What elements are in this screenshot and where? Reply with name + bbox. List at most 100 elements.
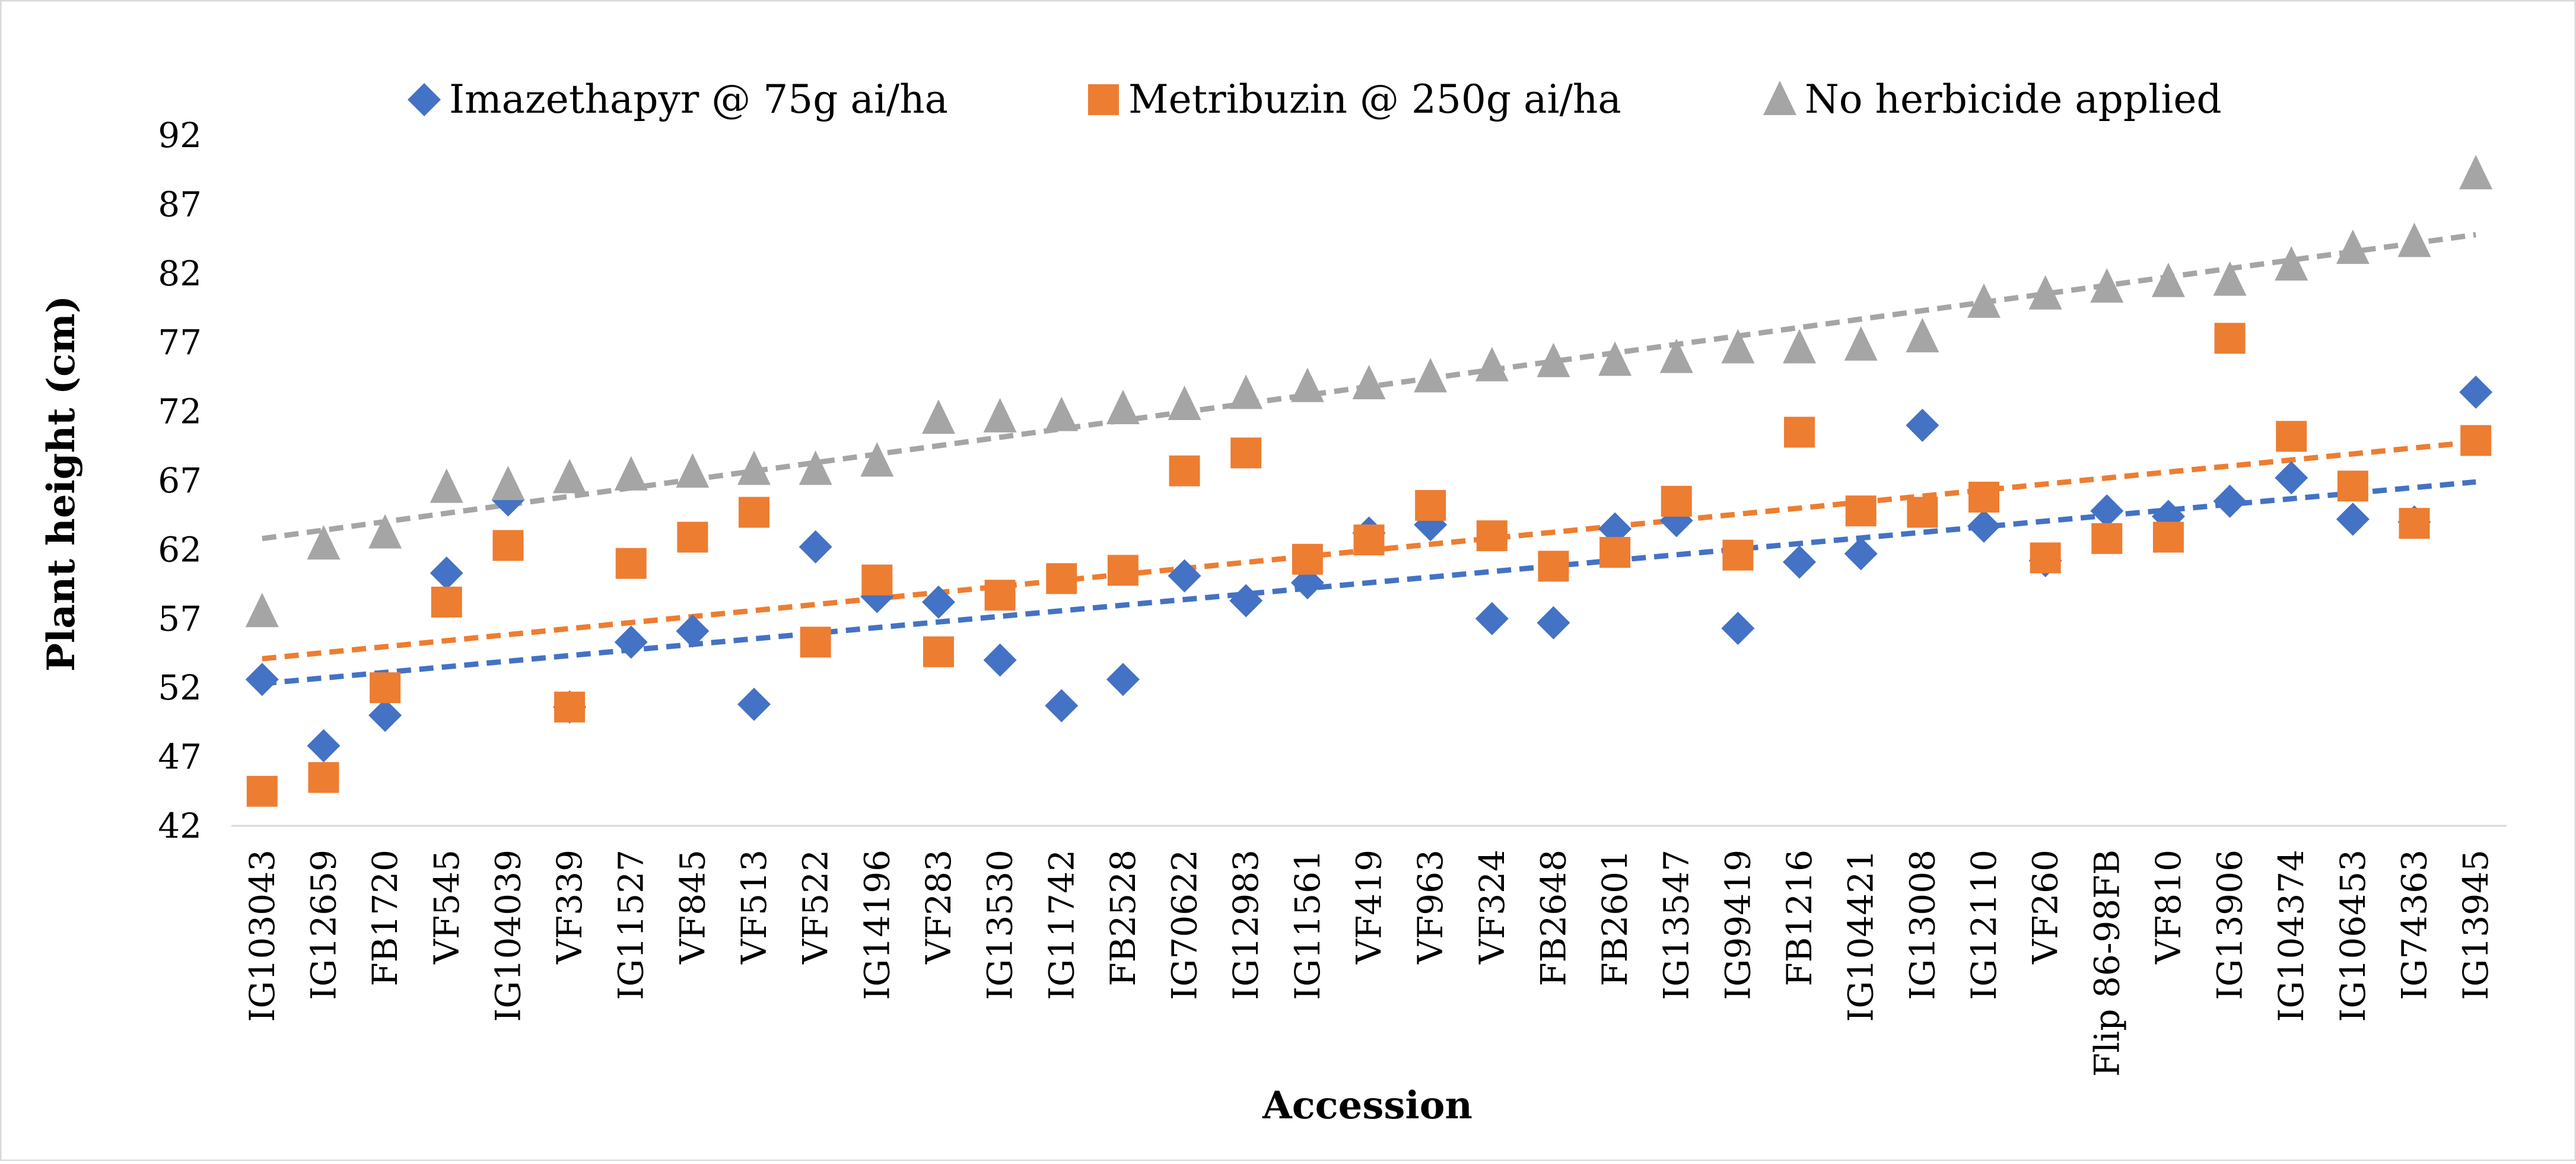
legend-marker-diamond bbox=[408, 83, 441, 116]
data-point-diamond bbox=[1967, 509, 2001, 543]
data-point-triangle bbox=[2151, 262, 2185, 297]
data-point-triangle bbox=[307, 525, 341, 560]
data-point-square bbox=[246, 775, 278, 807]
data-point-diamond bbox=[1906, 408, 1939, 442]
data-point-square bbox=[554, 691, 586, 723]
legend-label: Metribuzin @ 250g ai/ha bbox=[1128, 77, 1621, 122]
data-point-diamond bbox=[1106, 663, 1140, 697]
data-point-triangle bbox=[1352, 365, 1386, 400]
data-point-square bbox=[1845, 495, 1877, 527]
data-point-triangle bbox=[1844, 326, 1878, 361]
data-point-diamond bbox=[1537, 606, 1570, 640]
data-point-square bbox=[739, 497, 770, 528]
data-point-triangle bbox=[1659, 338, 1693, 373]
x-tick-label: FB2648 bbox=[1533, 850, 1573, 986]
data-point-square bbox=[2276, 421, 2307, 452]
data-point-triangle bbox=[1045, 396, 1079, 431]
data-point-diamond bbox=[983, 643, 1017, 677]
data-point-triangle bbox=[1229, 374, 1263, 409]
data-point-triangle bbox=[1967, 283, 2001, 318]
data-point-square bbox=[615, 548, 647, 579]
x-tick-label: IG74363 bbox=[2394, 850, 2435, 1000]
data-point-square bbox=[800, 626, 831, 658]
data-point-square bbox=[2399, 508, 2430, 539]
data-point-diamond bbox=[2336, 503, 2370, 536]
y-tick-label: 57 bbox=[158, 599, 202, 639]
data-point-square bbox=[861, 564, 893, 596]
data-point-triangle bbox=[2336, 229, 2370, 264]
data-point-diamond bbox=[676, 614, 710, 648]
data-point-square bbox=[1353, 524, 1385, 556]
data-point-triangle bbox=[553, 459, 587, 494]
data-point-triangle bbox=[491, 465, 525, 500]
x-tick-label: IG99419 bbox=[1718, 850, 1758, 1000]
y-tick-label: 62 bbox=[158, 529, 202, 570]
data-point-square bbox=[2337, 470, 2368, 502]
y-tick-label: 67 bbox=[158, 460, 202, 501]
data-point-square bbox=[1046, 563, 1077, 594]
data-point-triangle bbox=[1290, 367, 1324, 402]
y-tick-label: 92 bbox=[158, 115, 202, 155]
x-axis-title: Accession bbox=[1262, 1083, 1473, 1128]
y-tick-label: 72 bbox=[158, 392, 202, 432]
legend-label: No herbicide applied bbox=[1805, 77, 2222, 122]
data-point-triangle bbox=[2275, 246, 2308, 281]
data-point-triangle bbox=[368, 514, 402, 549]
data-point-diamond bbox=[1045, 689, 1079, 723]
data-point-triangle bbox=[614, 456, 648, 491]
data-point-diamond bbox=[2090, 494, 2124, 528]
data-point-square bbox=[2152, 521, 2184, 553]
data-point-square bbox=[2460, 425, 2492, 456]
x-tick-label: IG12110 bbox=[1964, 850, 2004, 1000]
data-point-diamond bbox=[1721, 612, 1755, 645]
data-point-square bbox=[431, 586, 462, 618]
data-point-triangle bbox=[2028, 275, 2062, 310]
data-point-square bbox=[1599, 537, 1631, 568]
data-point-square bbox=[308, 762, 339, 793]
data-point-triangle bbox=[2213, 261, 2247, 296]
y-axis: 42 47 52 57 62 67 72 77 82 87 92 bbox=[158, 115, 202, 846]
data-point-square bbox=[2214, 323, 2246, 354]
data-point-triangle bbox=[2459, 155, 2493, 190]
data-point-square bbox=[1661, 485, 1692, 517]
x-tick-label: IG70622 bbox=[1165, 850, 1205, 1000]
legend-label: Imazethapyr @ 75g ai/ha bbox=[449, 77, 948, 122]
data-point-square bbox=[923, 636, 954, 667]
data-point-square bbox=[1907, 497, 1938, 528]
data-point-diamond bbox=[1844, 537, 1878, 571]
x-tick-label: IG14196 bbox=[857, 850, 897, 1000]
data-point-square bbox=[1968, 481, 1999, 513]
x-tick-label: IG11527 bbox=[611, 850, 651, 1000]
data-point-diamond bbox=[2275, 461, 2308, 495]
data-point-triangle bbox=[1537, 342, 1570, 377]
data-point-triangle bbox=[1475, 346, 1509, 381]
x-tick-label: IG13008 bbox=[1902, 850, 1942, 1000]
data-point-triangle bbox=[1414, 358, 1448, 393]
x-tick-label: IG103043 bbox=[242, 850, 282, 1022]
data-point-triangle bbox=[799, 450, 832, 485]
data-point-triangle bbox=[2397, 222, 2431, 257]
data-point-square bbox=[1415, 489, 1446, 521]
x-tick-label: IG13547 bbox=[1656, 850, 1697, 1000]
data-point-triangle bbox=[1168, 385, 1201, 420]
data-point-diamond bbox=[1229, 584, 1263, 618]
x-tick-label: VF810 bbox=[2148, 850, 2189, 965]
x-tick-label: VF419 bbox=[1349, 850, 1389, 965]
x-tick-label: FB1720 bbox=[365, 850, 405, 986]
data-point-square bbox=[677, 521, 708, 553]
legend-marker-square bbox=[1088, 84, 1119, 115]
x-tick-label: IG104421 bbox=[1841, 850, 1881, 1022]
x-axis: IG103043 IG12659 FB1720 VF545 IG104039 VF339 I… bbox=[231, 825, 2507, 1077]
data-point-diamond bbox=[1783, 545, 1817, 579]
data-point-diamond bbox=[799, 530, 832, 564]
data-point-triangle bbox=[2090, 268, 2124, 303]
data-point-diamond bbox=[2459, 376, 2493, 409]
x-tick-label: FB1216 bbox=[1779, 850, 1820, 986]
x-tick-label: VF963 bbox=[1410, 850, 1451, 965]
data-point-triangle bbox=[1906, 317, 1939, 352]
y-tick-label: 77 bbox=[158, 322, 202, 362]
y-tick-label: 52 bbox=[158, 667, 202, 708]
x-tick-label: VF845 bbox=[672, 850, 713, 965]
data-point-square bbox=[1538, 551, 1569, 582]
